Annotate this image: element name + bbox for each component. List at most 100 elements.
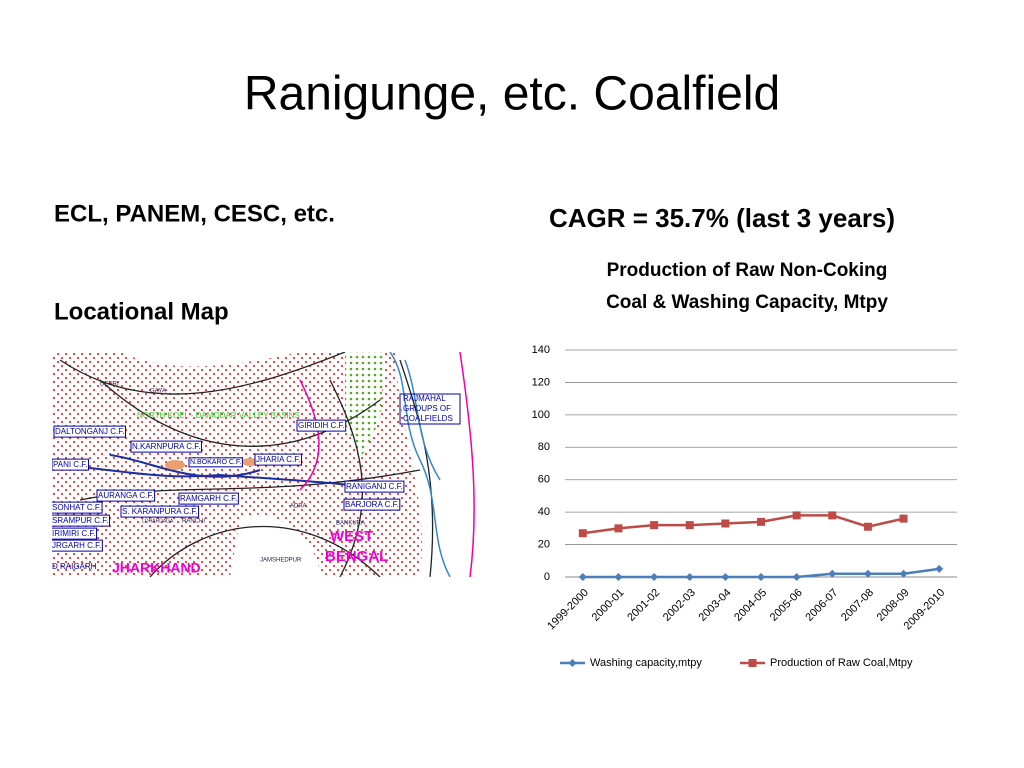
data-point	[614, 524, 623, 533]
map-label-box	[343, 498, 401, 511]
data-point	[828, 569, 837, 578]
map-label-box	[52, 539, 103, 552]
chart-title: Coal & Washing Capacity, Mtpy	[606, 292, 888, 313]
map-label: IRIMIRI C.F.	[52, 529, 96, 538]
map-label: COALFIELDS	[403, 414, 453, 423]
map-label-box	[296, 419, 347, 432]
map-road	[59, 352, 434, 577]
map-region	[345, 352, 385, 460]
x-tick-label: 1999-2000	[545, 587, 591, 633]
map-label: GROUPS OF	[403, 404, 451, 413]
map-label: D RAIGARH	[52, 562, 97, 571]
map-label-box	[53, 425, 126, 438]
data-point	[721, 519, 730, 528]
y-tick-label: 40	[538, 506, 550, 518]
data-point	[863, 522, 872, 531]
map-label: S. KARANPURA C.F.	[122, 507, 198, 516]
map-label: JRGARH C.F.	[52, 541, 101, 550]
data-point	[685, 573, 694, 581]
legend-label: Washing capacity,mtpy	[590, 657, 702, 669]
map-region	[395, 352, 487, 577]
data-point	[685, 521, 694, 530]
map-label: N.BOKARO C.F.	[190, 459, 241, 466]
map-label-box	[52, 458, 90, 471]
x-tick-label: 2007-08	[839, 587, 876, 624]
chart-title: Production of Raw Non-Coking	[607, 260, 888, 281]
x-tick-label: 2001-02	[625, 587, 662, 624]
map-label: NORTH KOEL - DAMODAR VALLEY BASINS	[137, 411, 300, 420]
map-region	[120, 352, 300, 367]
map-label: DALTONGANJ C.F.	[55, 427, 125, 436]
map-river	[389, 352, 451, 577]
map: DEHRI GAYA NORTH KOEL - DAMODAR VALLEY BAS…	[52, 352, 487, 577]
data-point	[792, 511, 801, 520]
data-point	[614, 573, 623, 581]
x-tick-label: 2005-06	[768, 587, 805, 624]
data-point	[828, 511, 837, 520]
map-label-box	[52, 514, 110, 527]
x-tick-label: 2006-07	[803, 587, 840, 624]
map-label: BENGAL	[325, 548, 388, 565]
map-label: JHARKHAND	[112, 560, 201, 576]
y-tick-label: 20	[538, 538, 550, 550]
map-label-box	[399, 393, 461, 425]
slide-title: Ranigunge, etc. Coalfield	[244, 68, 780, 121]
map-label: LOHARDAGA	[142, 518, 174, 524]
series-line	[582, 514, 904, 535]
map-label-box	[178, 492, 239, 505]
map-label: GIRIDIH C.F.	[298, 421, 345, 430]
data-point	[650, 573, 659, 581]
data-point	[748, 659, 757, 667]
data-point	[757, 573, 765, 581]
map-label-box	[52, 527, 98, 540]
map-boundary	[299, 352, 475, 577]
map-label: AURANGA C.F.	[98, 491, 154, 500]
data-point	[578, 529, 587, 538]
map-label: RANIGANJ C.F.	[346, 482, 403, 491]
map-label: DEHRI	[100, 382, 119, 388]
map-label-box	[130, 440, 202, 453]
map-label-box	[344, 480, 405, 493]
map-label: GAYA	[150, 389, 166, 395]
y-tick-label: 60	[538, 474, 550, 486]
y-tick-label: 140	[532, 344, 550, 356]
map-label-box	[120, 505, 200, 518]
map-label: WEST	[330, 528, 373, 545]
map-label: RAMGARH C.F.	[180, 494, 237, 503]
data-point	[721, 573, 730, 581]
map-label: BANKURA	[336, 521, 365, 527]
map-label-box	[254, 453, 302, 466]
y-tick-label: 80	[538, 441, 550, 453]
map-label: ADRA	[290, 504, 307, 510]
x-tick-label: 2000-01	[590, 587, 627, 624]
map-label-box	[52, 501, 103, 514]
map-label: JHARIA C.F.	[256, 455, 300, 464]
data-point	[899, 569, 908, 578]
map-heading: Locational Map	[54, 298, 229, 325]
data-point	[757, 517, 765, 526]
map-label: N.KARNPURA C.F.	[132, 442, 200, 451]
map-coalfield	[165, 460, 185, 470]
map-coalfield	[242, 458, 258, 466]
data-point	[863, 569, 872, 578]
data-point	[650, 521, 659, 530]
data-point	[568, 659, 577, 667]
x-tick-label: 2002-03	[661, 587, 698, 624]
y-tick-label: 0	[544, 571, 550, 583]
legend-label: Production of Raw Coal,Mtpy	[770, 657, 913, 669]
data-point	[935, 564, 944, 573]
map-region	[230, 514, 320, 577]
map-label: SRAMPUR C.F.	[52, 516, 108, 525]
map-label-box	[96, 489, 156, 502]
map-label: JAMSHEDPUR	[260, 558, 302, 564]
map-label-box	[188, 457, 243, 468]
map-label: SONHAT C.F.	[52, 503, 101, 512]
data-point	[578, 573, 587, 581]
data-point	[899, 514, 908, 523]
y-tick-label: 100	[532, 409, 550, 421]
data-point	[792, 573, 801, 581]
x-tick-label: 2004-05	[732, 587, 769, 624]
map-river	[59, 454, 351, 486]
right-heading: CAGR = 35.7% (last 3 years)	[549, 203, 895, 233]
